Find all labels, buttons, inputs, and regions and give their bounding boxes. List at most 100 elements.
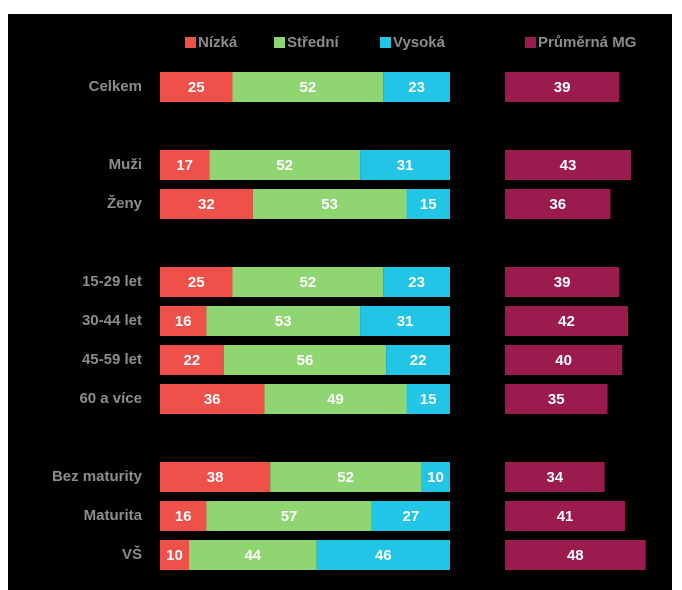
- data-label: 36: [204, 391, 221, 408]
- bar: [505, 267, 620, 297]
- category-label: Celkem: [89, 78, 142, 95]
- bar: [505, 501, 626, 531]
- data-label: 22: [184, 352, 201, 369]
- data-label: 52: [337, 469, 354, 486]
- data-label: 10: [166, 547, 183, 564]
- bar-segment: [160, 462, 271, 492]
- bar: [505, 150, 631, 180]
- bar-segment: [206, 306, 361, 336]
- data-label: 22: [410, 352, 427, 369]
- data-label: 52: [300, 274, 317, 291]
- bar-segment: [406, 189, 450, 219]
- data-label: 43: [560, 157, 577, 174]
- bar-segment: [223, 345, 387, 375]
- data-label: 46: [375, 547, 392, 564]
- bar-segment: [371, 501, 450, 531]
- data-label: 38: [207, 469, 224, 486]
- legend-label: Průměrná MG: [538, 34, 636, 51]
- bar-segment: [189, 540, 317, 570]
- bar-segment: [206, 501, 372, 531]
- bar: [505, 345, 623, 375]
- data-label: 10: [427, 469, 444, 486]
- data-label: 57: [281, 508, 298, 525]
- data-label: 25: [188, 79, 205, 96]
- bar-segment: [232, 267, 384, 297]
- data-label: 39: [554, 274, 571, 291]
- data-label: 25: [188, 274, 205, 291]
- legend-swatch: [274, 37, 285, 48]
- category-label: VŠ: [122, 545, 142, 563]
- background: [8, 14, 672, 590]
- data-label: 48: [567, 547, 584, 564]
- category-label: Ženy: [107, 194, 143, 212]
- bar-segment: [160, 72, 233, 102]
- data-label: 31: [397, 157, 414, 174]
- data-label: 44: [244, 547, 261, 564]
- data-label: 52: [276, 157, 293, 174]
- category-label: 15-29 let: [82, 273, 142, 290]
- bar-segment: [383, 267, 450, 297]
- bar-segment: [383, 72, 450, 102]
- bar-segment: [160, 267, 233, 297]
- bar: [505, 306, 629, 336]
- data-label: 34: [546, 469, 563, 486]
- bar: [505, 384, 608, 414]
- legend-swatch: [380, 37, 391, 48]
- data-label: 36: [549, 196, 566, 213]
- bar-segment: [360, 150, 450, 180]
- bar-segment: [160, 345, 224, 375]
- data-label: 52: [300, 79, 317, 96]
- bar-segment: [209, 150, 361, 180]
- data-label: 27: [403, 508, 420, 525]
- bar-segment: [386, 345, 450, 375]
- data-label: 17: [176, 157, 193, 174]
- bar: [505, 540, 646, 570]
- category-label: 60 a více: [79, 390, 142, 407]
- legend-label: Střední: [287, 34, 340, 51]
- category-label: Bez maturity: [52, 468, 143, 485]
- legend-swatch: [525, 37, 536, 48]
- data-label: 15: [420, 196, 437, 213]
- data-label: 31: [397, 313, 414, 330]
- bar-segment: [160, 540, 189, 570]
- data-label: 53: [275, 313, 292, 330]
- data-label: 23: [408, 274, 425, 291]
- category-label: Muži: [109, 156, 142, 173]
- data-label: 32: [198, 196, 215, 213]
- category-label: 45-59 let: [82, 351, 142, 368]
- bar-segment: [160, 384, 265, 414]
- data-label: 35: [548, 391, 565, 408]
- data-label: 16: [175, 508, 192, 525]
- bar-segment: [316, 540, 450, 570]
- data-label: 39: [554, 79, 571, 96]
- bar-segment: [160, 189, 253, 219]
- bar-segment: [270, 462, 421, 492]
- bar-segment: [160, 306, 207, 336]
- bar-segment: [406, 384, 450, 414]
- bar-segment: [160, 501, 207, 531]
- data-label: 16: [175, 313, 192, 330]
- bar: [505, 189, 611, 219]
- data-label: 40: [555, 352, 572, 369]
- data-label: 56: [297, 352, 314, 369]
- bar-segment: [421, 462, 450, 492]
- category-label: Maturita: [84, 507, 143, 524]
- bar-segment: [232, 72, 384, 102]
- bar-segment: [160, 150, 210, 180]
- data-label: 23: [408, 79, 425, 96]
- bar: [505, 462, 605, 492]
- legend-swatch: [185, 37, 196, 48]
- category-label: 30-44 let: [82, 312, 142, 329]
- legend-label: Nízká: [198, 34, 238, 51]
- legend-label: Vysoká: [393, 34, 446, 51]
- bar-segment: [360, 306, 450, 336]
- data-label: 15: [420, 391, 437, 408]
- bar-segment: [252, 189, 407, 219]
- bar: [505, 72, 620, 102]
- data-label: 53: [321, 196, 338, 213]
- data-label: 49: [327, 391, 344, 408]
- data-label: 42: [558, 313, 575, 330]
- data-label: 41: [557, 508, 574, 525]
- bar-segment: [264, 384, 407, 414]
